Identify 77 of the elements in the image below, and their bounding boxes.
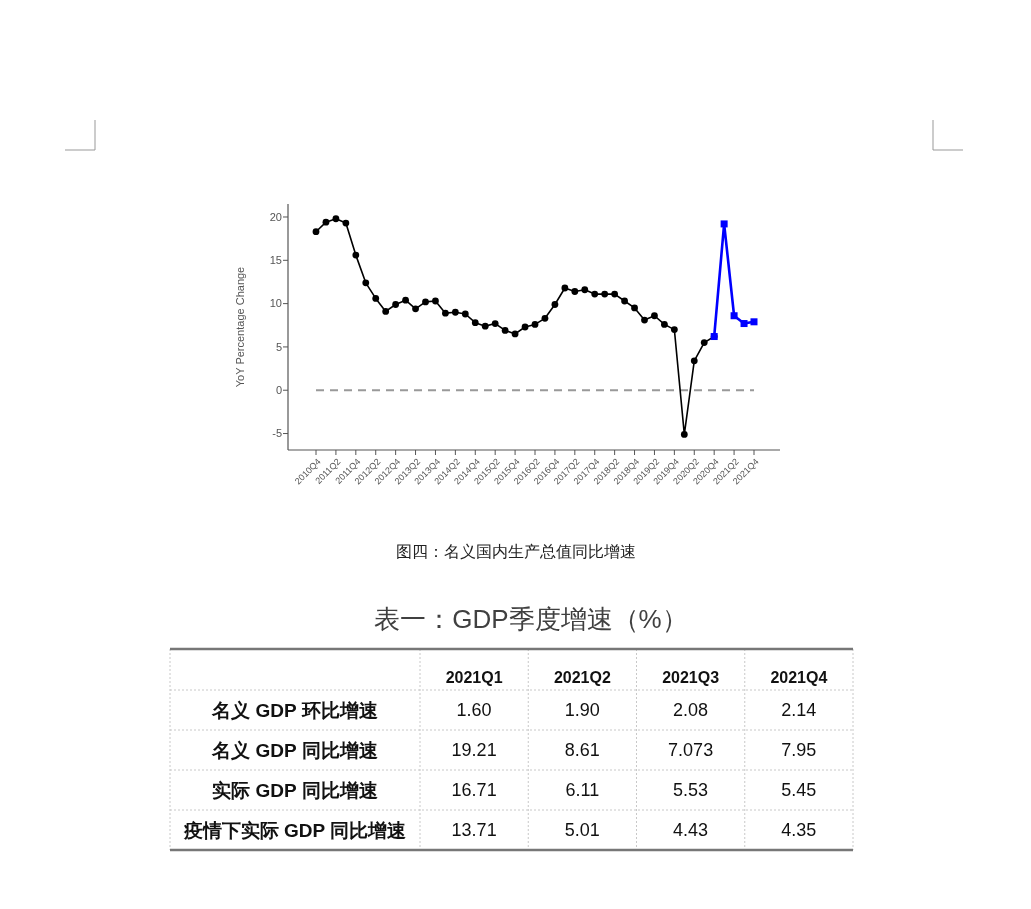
point bbox=[591, 290, 599, 298]
point bbox=[670, 326, 678, 333]
category-label: 2021Q2 bbox=[553, 669, 611, 686]
point bbox=[730, 312, 738, 320]
category-label: 2021Q1 bbox=[445, 669, 503, 686]
data-label: 1.60 bbox=[456, 700, 492, 721]
point bbox=[581, 286, 589, 294]
point bbox=[531, 321, 539, 328]
data-label: 2.14 bbox=[781, 700, 817, 721]
point bbox=[651, 312, 658, 320]
data-label: 5.01 bbox=[564, 820, 600, 841]
point bbox=[690, 357, 698, 365]
y-tick-label: 0 bbox=[275, 384, 282, 397]
data-label: 7.95 bbox=[781, 740, 817, 761]
point bbox=[700, 339, 708, 346]
y-tick-label: -5 bbox=[272, 427, 282, 440]
data-label: 19.21 bbox=[451, 740, 497, 761]
point bbox=[322, 218, 330, 226]
point bbox=[720, 220, 728, 228]
point bbox=[661, 321, 668, 328]
data-label: 5.45 bbox=[781, 780, 817, 801]
point bbox=[680, 431, 688, 438]
point bbox=[511, 330, 519, 338]
point bbox=[611, 290, 619, 298]
y-tick-label: 20 bbox=[269, 210, 282, 223]
data-label: 8.61 bbox=[564, 740, 600, 761]
data-label: 4.35 bbox=[781, 820, 817, 841]
point bbox=[312, 228, 320, 236]
point bbox=[601, 290, 609, 298]
point bbox=[521, 323, 529, 331]
data-label: 4.43 bbox=[673, 820, 709, 841]
data-label: 16.71 bbox=[451, 780, 497, 801]
point bbox=[382, 308, 390, 315]
y-tick-label: 5 bbox=[275, 340, 282, 353]
point bbox=[740, 320, 748, 328]
point bbox=[451, 308, 459, 316]
point bbox=[422, 298, 429, 306]
point bbox=[352, 251, 360, 259]
point bbox=[432, 297, 439, 305]
point bbox=[750, 318, 758, 326]
text: 名义 GDP 同比增速 bbox=[211, 739, 378, 761]
data-label: 13.71 bbox=[451, 820, 497, 841]
y-tick-label: 15 bbox=[269, 254, 282, 267]
y-axis-title: YoY Percentage Change bbox=[234, 266, 246, 388]
data-label: 1.90 bbox=[564, 700, 600, 721]
point bbox=[481, 322, 489, 330]
text: 图四：名义国内生产总值同比增速 bbox=[396, 543, 636, 560]
category-label: 2021Q3 bbox=[662, 669, 720, 686]
text: 实际 GDP 同比增速 bbox=[212, 779, 378, 801]
data-label: 6.11 bbox=[565, 780, 600, 801]
point bbox=[491, 320, 499, 327]
point bbox=[412, 305, 419, 313]
point bbox=[621, 297, 628, 305]
point bbox=[372, 295, 380, 302]
text: 表一：GDP季度增速（%） bbox=[374, 604, 688, 634]
data-label: 7.073 bbox=[668, 740, 714, 761]
point bbox=[541, 314, 549, 322]
text: 疫情下实际 GDP 同比增速 bbox=[182, 819, 407, 841]
point bbox=[362, 279, 370, 287]
data-label: 5.53 bbox=[673, 780, 709, 801]
point bbox=[641, 316, 648, 324]
point bbox=[561, 284, 569, 292]
y-tick-label: 10 bbox=[269, 297, 282, 310]
data-label: 2.08 bbox=[673, 700, 709, 721]
point bbox=[442, 309, 449, 317]
point bbox=[471, 319, 479, 327]
point bbox=[392, 301, 400, 308]
point bbox=[461, 310, 469, 318]
point bbox=[501, 327, 509, 334]
point bbox=[551, 301, 559, 308]
point bbox=[332, 215, 340, 223]
point bbox=[631, 304, 638, 312]
point bbox=[342, 219, 350, 227]
point bbox=[571, 288, 579, 295]
text: 名义 GDP 环比增速 bbox=[211, 699, 378, 721]
point bbox=[402, 296, 409, 304]
category-label: 2021Q4 bbox=[770, 669, 828, 686]
